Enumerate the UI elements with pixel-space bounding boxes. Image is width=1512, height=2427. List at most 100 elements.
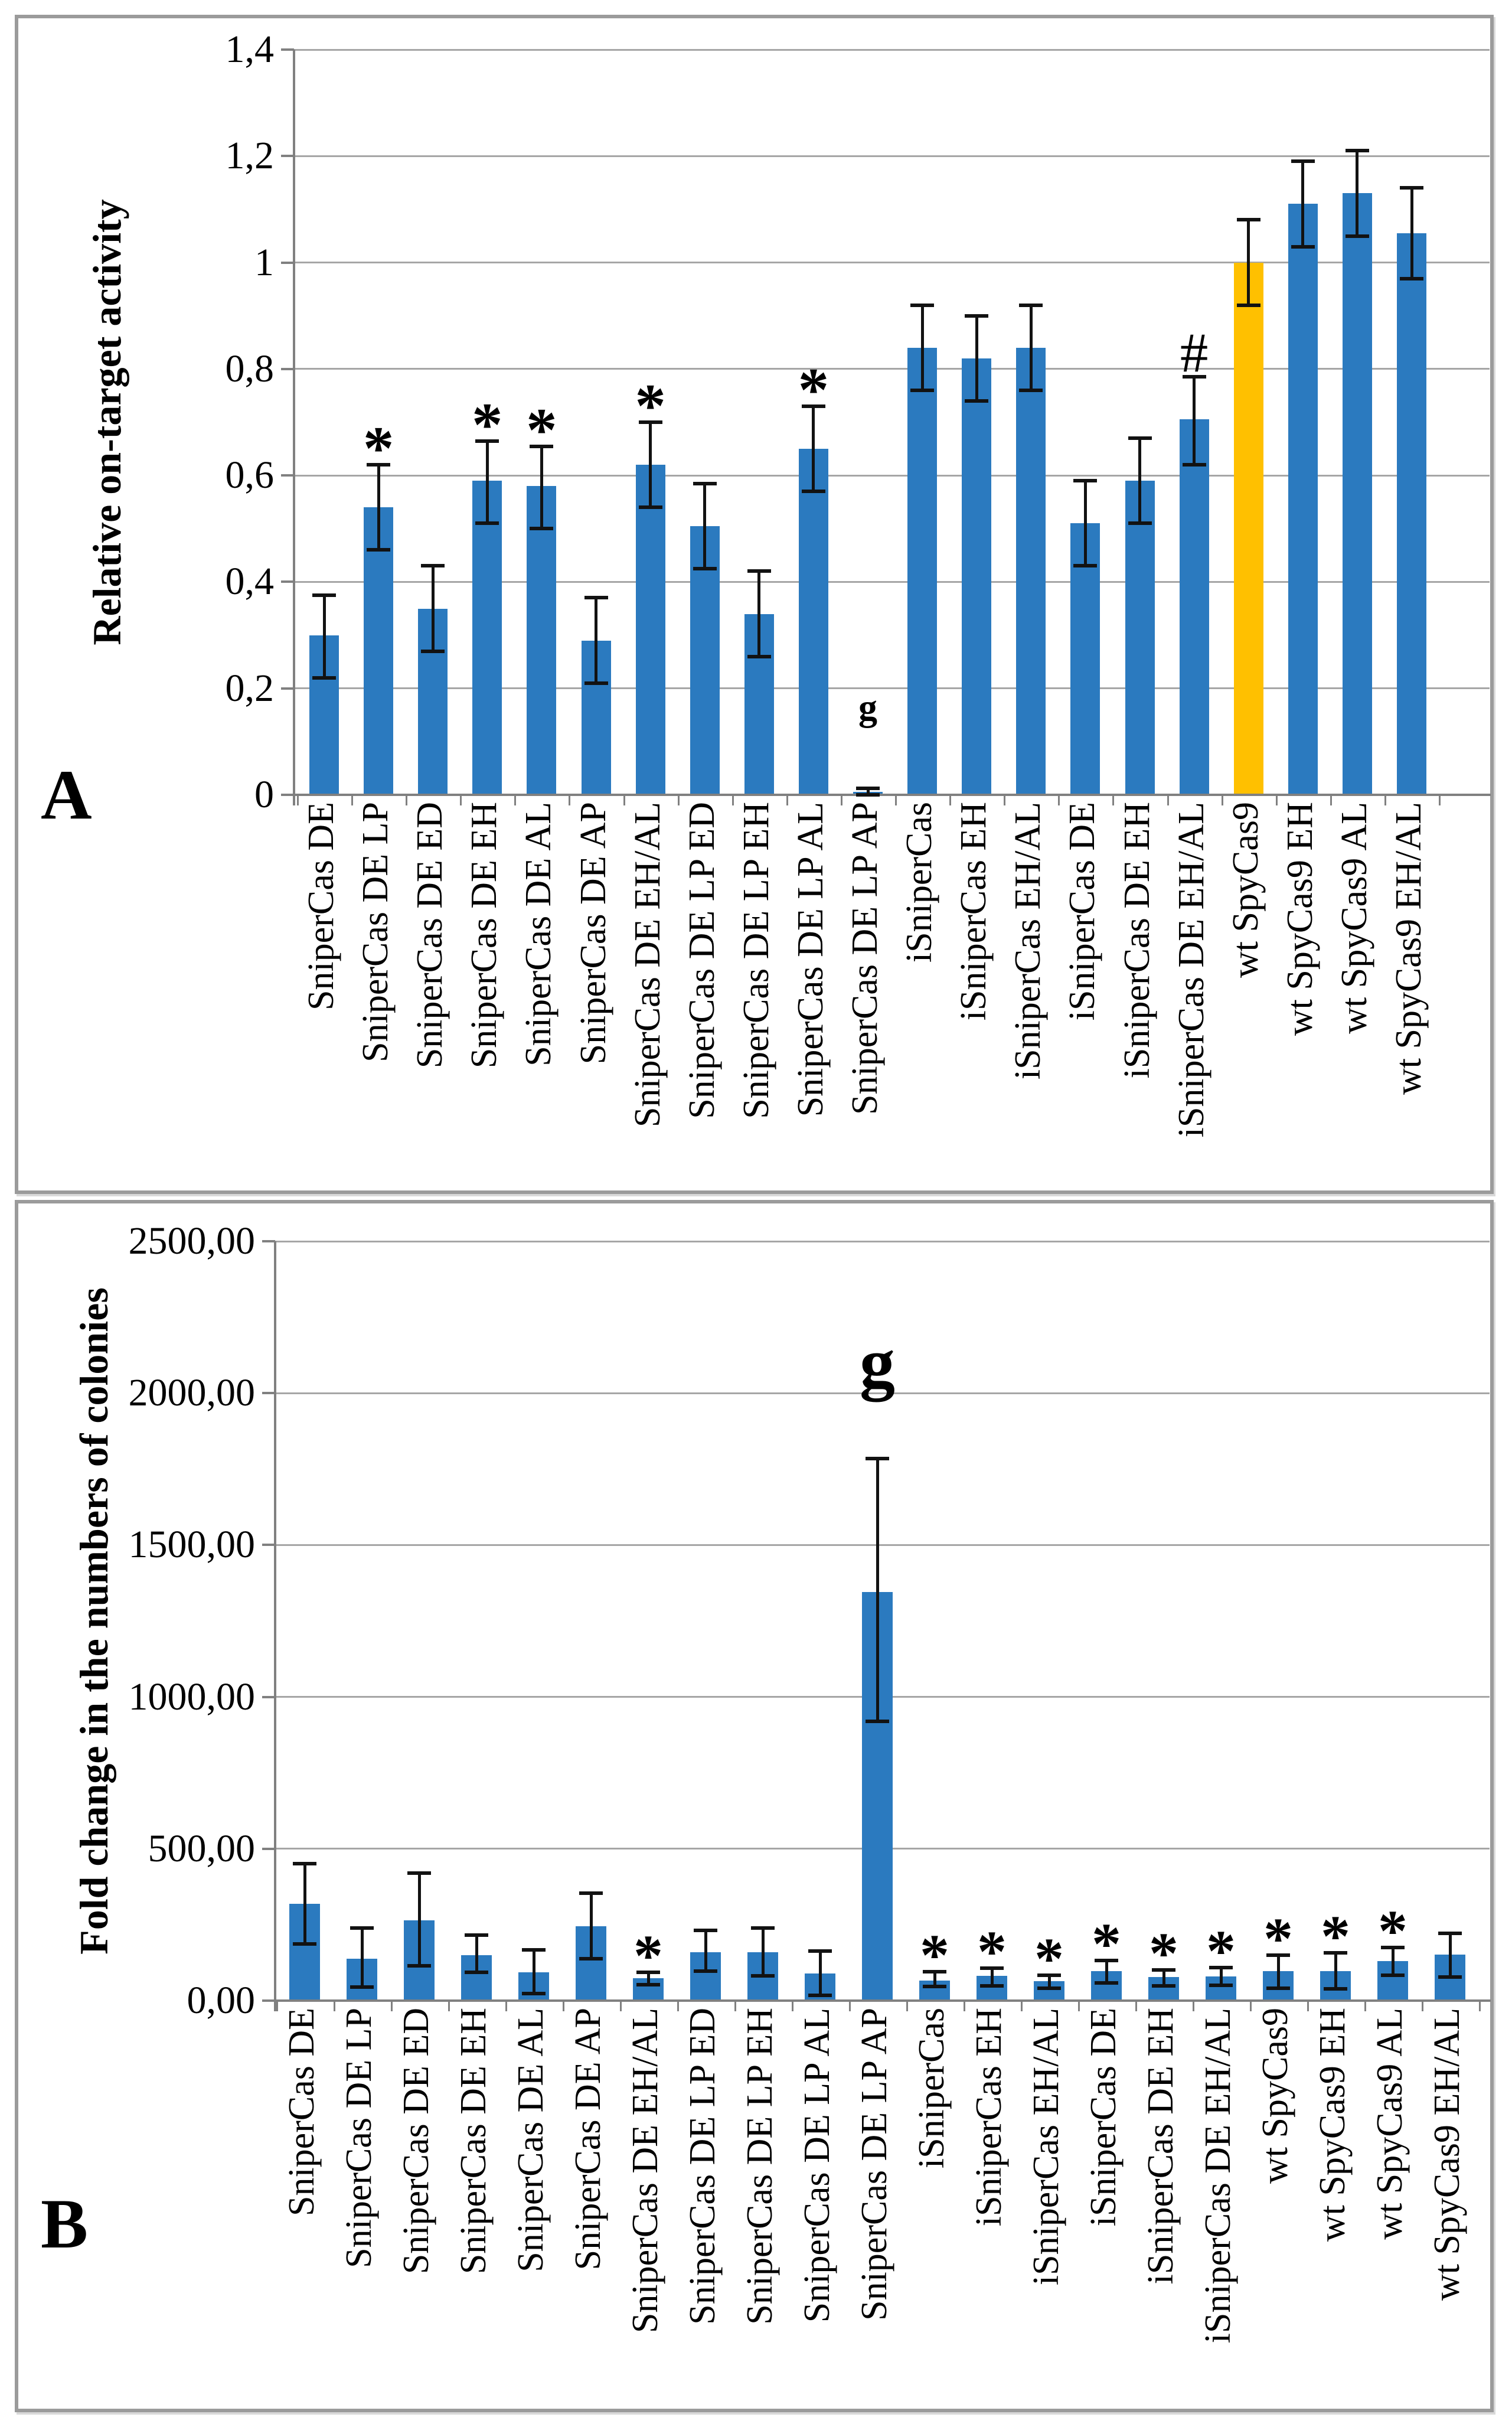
bar-wt SpyCas9 EH/AL	[1397, 233, 1426, 794]
x-axis-tick	[677, 795, 680, 805]
category-label: SniperCas DE AP	[568, 2008, 608, 2271]
gridline-1500,00	[275, 1544, 1490, 1546]
category-label: wt SpyCas9 EH	[1279, 802, 1320, 1036]
annotation-asterisk: *	[633, 1923, 663, 1989]
error-bar-cap-top	[1019, 303, 1043, 307]
x-axis-tick	[677, 2001, 679, 2011]
error-bar-cap-top	[579, 1891, 603, 1896]
gridline-0,4	[294, 580, 1490, 583]
error-bar-line	[1391, 1948, 1395, 1976]
bar-wt SpyCas9 EH	[1288, 204, 1318, 794]
bar-iSniperCas EH	[962, 358, 992, 794]
gridline-1	[294, 262, 1490, 264]
error-bar-line	[933, 1972, 936, 1987]
annotation-asterisk: *	[363, 413, 394, 483]
panel-a-letter: A	[41, 755, 92, 834]
gridline-0,6	[294, 474, 1490, 477]
y-axis-tick	[281, 794, 294, 796]
category-label: wt SpyCas9 AL	[1334, 802, 1374, 1034]
error-bar-cap-top	[1400, 186, 1423, 190]
error-bar-line	[1162, 1970, 1165, 1986]
error-bar-cap-top	[475, 439, 499, 443]
error-bar-cap-bottom	[1381, 1973, 1405, 1978]
annotation-asterisk: *	[977, 1918, 1007, 1984]
y-axis-tick	[262, 1847, 275, 1850]
category-label: SniperCas DE LP EH	[740, 2008, 780, 2325]
y-tick-label: 1000,00	[128, 1675, 256, 1718]
error-bar-cap-bottom	[636, 1983, 660, 1987]
bar-SniperCas DE LP	[364, 507, 394, 794]
y-tick-label: 0,4	[225, 560, 275, 604]
error-bar-cap-bottom	[1037, 1986, 1061, 1990]
error-bar-cap-top	[584, 596, 608, 600]
y-axis-tick	[262, 1695, 275, 1698]
error-bar-line	[649, 422, 652, 508]
x-axis-tick	[1167, 795, 1169, 805]
error-bar-cap-bottom	[465, 1971, 488, 1975]
x-axis-tick	[791, 2001, 793, 2011]
error-bar-cap-bottom	[475, 521, 499, 526]
y-axis-line	[293, 50, 295, 805]
y-tick-label: 1500,00	[128, 1523, 256, 1567]
category-label: SniperCas DE EH	[453, 2008, 494, 2275]
category-label: iSniperCas EH	[953, 802, 994, 1021]
y-axis-tick	[262, 1999, 275, 2002]
category-label: iSniperCas EH	[969, 2008, 1009, 2227]
x-axis-tick	[731, 795, 734, 805]
category-label: SniperCas DE LP	[355, 802, 396, 1062]
x-axis-tick	[333, 2001, 335, 2011]
annotation-asterisk: *	[472, 389, 503, 459]
error-bar-cap-top	[965, 314, 989, 318]
category-label: iSniperCas EH/AL	[1008, 802, 1049, 1080]
category-label: SniperCas DE AP	[573, 802, 613, 1065]
bar-iSniperCas	[907, 347, 938, 794]
error-bar-line	[1047, 1975, 1051, 1988]
error-bar-cap-top	[1324, 1951, 1347, 1955]
annotation-asterisk: *	[798, 354, 830, 424]
y-axis-line	[274, 1241, 276, 2011]
error-bar-cap-top	[407, 1871, 431, 1875]
error-bar-line	[1410, 188, 1413, 279]
annotation-asterisk: *	[1149, 1920, 1178, 1986]
annotation-asterisk: *	[920, 1922, 949, 1988]
category-label: iSniperCas DE EH/AL	[1198, 2008, 1238, 2344]
y-tick-label: 0,00	[187, 1979, 256, 2022]
error-bar-cap-top	[1236, 218, 1260, 222]
x-axis-tick	[1077, 2001, 1080, 2011]
y-axis-tick	[281, 580, 294, 583]
error-bar-cap-top	[367, 463, 391, 467]
x-axis-tick	[1439, 795, 1441, 805]
category-label: SniperCas DE AL	[518, 802, 559, 1066]
gridline-0,2	[294, 687, 1490, 690]
bar-iSniperCas DE	[1070, 523, 1100, 794]
bar-wt SpyCas9	[1233, 262, 1263, 794]
error-bar-cap-top	[1291, 159, 1315, 164]
error-bar-cap-top	[1095, 1959, 1118, 1963]
error-bar-cap-bottom	[1236, 303, 1260, 307]
category-label: iSniperCas DE EH	[1116, 802, 1157, 1079]
category-label: iSniperCas DE EH/AL	[1171, 802, 1211, 1138]
annotation-g: g	[860, 1323, 895, 1402]
x-axis-tick	[1058, 795, 1060, 805]
category-label: SniperCas DE ED	[410, 802, 450, 1069]
x-axis-tick	[562, 2001, 564, 2011]
error-bar-cap-top	[638, 420, 662, 424]
category-label: SniperCas DE LP	[339, 2008, 379, 2268]
panel-b-letter: B	[41, 2184, 89, 2263]
error-bar-line	[1193, 377, 1196, 465]
error-bar-line	[876, 1459, 879, 1721]
category-label: SniperCas DE AL	[511, 2008, 551, 2272]
annotation-asterisk: *	[1206, 1918, 1236, 1984]
error-bar-cap-bottom	[1400, 276, 1423, 280]
x-axis-tick	[1192, 2001, 1194, 2011]
y-tick-label: 1	[254, 240, 274, 284]
error-bar-cap-top	[856, 787, 880, 791]
category-label: SniperCas DE LP AP	[854, 2008, 894, 2321]
y-tick-label: 0,2	[225, 666, 275, 710]
x-axis-tick	[1249, 2001, 1252, 2011]
gridline-0,8	[294, 368, 1490, 370]
error-bar-line	[866, 788, 870, 795]
error-bar-cap-bottom	[421, 649, 445, 653]
error-bar-cap-top	[801, 404, 825, 408]
